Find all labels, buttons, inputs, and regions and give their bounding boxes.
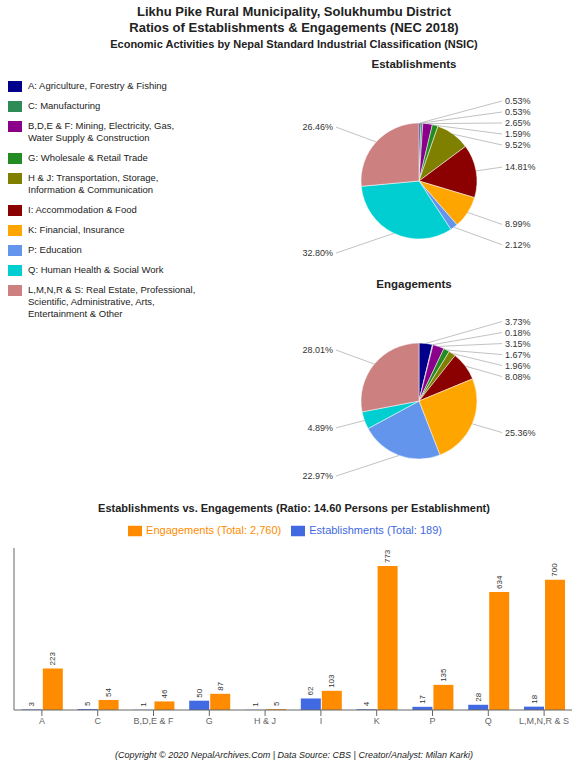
html-text:Establishments vs. Engagements: Establishments vs. Engagements (Ratio: 1… [98, 502, 490, 514]
svg-text:L,M,N,R & S: L,M,N,R & S [519, 716, 569, 726]
html-text:Likhu Pike Rural Municipality,: Likhu Pike Rural Municipality, Solukhumb… [129, 4, 459, 35]
svg-text:50: 50 [195, 688, 204, 697]
svg-text:G: G [206, 716, 213, 726]
svg-text:22.97%: 22.97% [302, 471, 333, 481]
svg-text:87: 87 [216, 681, 225, 690]
html-text:P: Education: P: Education [28, 244, 82, 255]
svg-text:634: 634 [495, 575, 504, 589]
svg-text:3.15%: 3.15% [505, 339, 531, 349]
svg-text:B,D,E & F: B,D,E & F [133, 716, 174, 726]
svg-text:3: 3 [27, 701, 36, 706]
html-text:Establishments (Total: 189): Establishments (Total: 189) [309, 524, 442, 536]
svg-text:26.46%: 26.46% [302, 122, 333, 132]
svg-text:25.36%: 25.36% [505, 428, 536, 438]
html-text:Economic Activities by Nepal S: Economic Activities by Nepal Standard In… [110, 38, 478, 50]
html-text:A: Agriculture, Forestry & Fis: A: Agriculture, Forestry & Fishing [28, 80, 167, 91]
svg-text:3.73%: 3.73% [505, 317, 531, 327]
svg-text:54: 54 [104, 687, 113, 696]
svg-text:4: 4 [362, 701, 371, 706]
html-text:Q: Human Health & Social Work: Q: Human Health & Social Work [28, 264, 164, 275]
html-text:B,D,E & F: Mining, Electricity: B,D,E & F: Mining, Electricity, Gas, Wat… [28, 120, 175, 143]
svg-text:C: C [94, 716, 101, 726]
html-text:Establishments: Establishments [371, 58, 457, 70]
svg-text:103: 103 [327, 674, 336, 688]
html-text:G: Wholesale & Retail Trade: G: Wholesale & Retail Trade [28, 152, 148, 163]
svg-text:K: K [374, 716, 380, 726]
svg-text:773: 773 [383, 549, 392, 563]
svg-text:0.18%: 0.18% [505, 328, 531, 338]
svg-text:1.67%: 1.67% [505, 350, 531, 360]
svg-text:18: 18 [530, 694, 539, 703]
svg-text:700: 700 [551, 563, 560, 577]
svg-text:0.53%: 0.53% [505, 96, 531, 106]
svg-text:223: 223 [48, 652, 57, 666]
svg-text:H & J: H & J [254, 716, 276, 726]
html-text:(Copyright © 2020 NepalArchive: (Copyright © 2020 NepalArchives.Com | Da… [115, 750, 473, 760]
html-text:Engagements (Total: 2,760): Engagements (Total: 2,760) [146, 524, 282, 536]
svg-text:1: 1 [139, 702, 148, 707]
svg-text:5: 5 [272, 701, 281, 706]
svg-text:2.65%: 2.65% [505, 118, 531, 128]
html-text:Engagements: Engagements [376, 278, 452, 290]
svg-text:62: 62 [306, 686, 315, 695]
svg-text:8.99%: 8.99% [505, 219, 531, 229]
svg-text:P: P [429, 716, 435, 726]
svg-text:8.08%: 8.08% [505, 372, 531, 382]
svg-text:14.81%: 14.81% [505, 162, 536, 172]
svg-text:1.96%: 1.96% [505, 361, 531, 371]
svg-text:2.12%: 2.12% [505, 240, 531, 250]
svg-text:17: 17 [418, 694, 427, 703]
svg-text:Q: Q [485, 716, 492, 726]
svg-text:A: A [39, 716, 45, 726]
svg-text:135: 135 [439, 668, 448, 682]
svg-text:28.01%: 28.01% [302, 345, 333, 355]
html-text:C: Manufacturing: C: Manufacturing [28, 100, 101, 111]
svg-text:9.52%: 9.52% [505, 140, 531, 150]
svg-text:1: 1 [251, 702, 260, 707]
svg-text:32.80%: 32.80% [302, 248, 333, 258]
html-text:I: Accommodation & Food: I: Accommodation & Food [28, 204, 137, 215]
svg-text:5: 5 [83, 701, 92, 706]
svg-text:46: 46 [160, 689, 169, 698]
html-text:K: Financial, Insurance: K: Financial, Insurance [28, 224, 125, 235]
svg-text:4.89%: 4.89% [307, 423, 333, 433]
svg-text:I: I [320, 716, 323, 726]
svg-text:1.59%: 1.59% [505, 129, 531, 139]
svg-text:0.53%: 0.53% [505, 107, 531, 117]
svg-text:28: 28 [474, 692, 483, 701]
html-text:H & J: Transportation, Storage: H & J: Transportation, Storage, Informat… [28, 172, 159, 195]
html-text:L,M,N,R & S: Real Estate, Prof: L,M,N,R & S: Real Estate, Professional, … [28, 284, 196, 319]
